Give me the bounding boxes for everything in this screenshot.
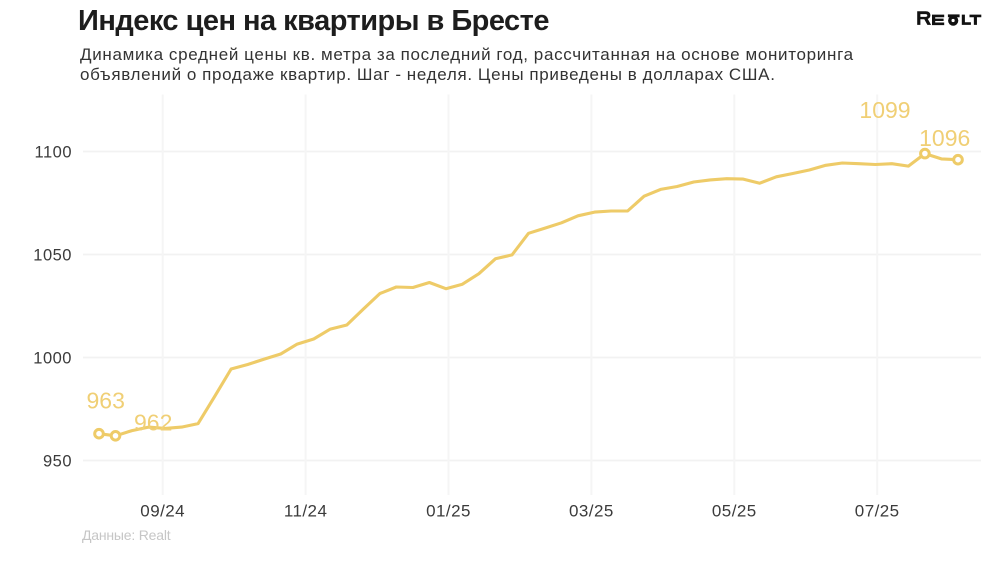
svg-text:1100: 1100 [35, 144, 72, 162]
svg-text:03/25: 03/25 [569, 502, 614, 521]
svg-text:05/25: 05/25 [712, 502, 757, 521]
svg-text:07/25: 07/25 [855, 502, 900, 521]
svg-text:962: 962 [134, 410, 172, 436]
svg-text:963: 963 [87, 388, 125, 414]
svg-text:1050: 1050 [33, 247, 72, 265]
svg-text:01/25: 01/25 [426, 502, 471, 521]
svg-text:1099: 1099 [859, 97, 910, 123]
svg-text:1096: 1096 [919, 125, 970, 151]
svg-text:09/24: 09/24 [140, 502, 185, 521]
svg-text:1000: 1000 [33, 350, 72, 368]
svg-text:11/24: 11/24 [284, 502, 328, 521]
svg-text:950: 950 [43, 453, 72, 471]
